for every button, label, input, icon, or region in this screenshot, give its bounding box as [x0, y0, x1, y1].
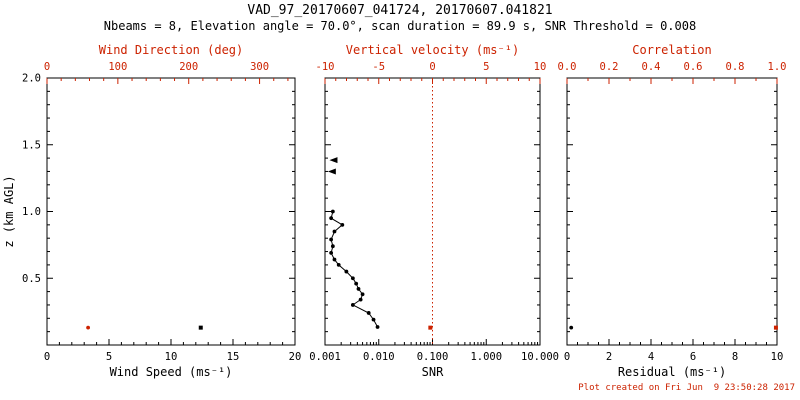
- data-point: [360, 292, 365, 297]
- data-point: [330, 244, 335, 249]
- data-point-square: [198, 325, 203, 330]
- top-tick-label: 0.8: [726, 61, 745, 73]
- top-tick-label: 200: [179, 61, 198, 73]
- series-snr-upper-gates: [327, 157, 338, 175]
- x-tick-label: 5: [106, 351, 112, 363]
- top-tick-label: 5: [483, 61, 489, 73]
- top-tick-label: 100: [108, 61, 127, 73]
- data-point: [332, 257, 337, 262]
- series-vertical-velocity: [428, 325, 433, 330]
- data-point-square: [428, 325, 433, 330]
- x-tick-label: 1.000: [470, 351, 502, 363]
- top-tick-label: 0.4: [642, 61, 661, 73]
- data-point: [356, 287, 361, 291]
- data-point: [366, 311, 371, 315]
- data-point: [332, 229, 337, 234]
- data-point: [329, 237, 334, 242]
- x-tick-label: 4: [648, 351, 654, 363]
- data-point: [330, 209, 335, 214]
- panel-snr: 0.001 0.010 0.100 1.000 10.000 SNR -10 -5 0 5 10 Ve…: [309, 43, 559, 379]
- x-tick-label: 20: [289, 351, 302, 363]
- x-tick-label: 0: [564, 351, 570, 363]
- top-tick-label: -10: [316, 61, 335, 73]
- x-tick-label: 0.100: [417, 351, 449, 363]
- data-point: [350, 276, 355, 281]
- series-correlation: [773, 325, 778, 330]
- series-snr-profile: [329, 209, 380, 329]
- top-tick-label: 0: [44, 61, 50, 73]
- x-tick-label: 6: [690, 351, 696, 363]
- top-axis-title: Vertical velocity (ms⁻¹): [346, 43, 519, 57]
- y-tick-label: 1.5: [22, 139, 41, 151]
- series-residual: [569, 325, 574, 330]
- top-axis-title: Wind Direction (deg): [99, 43, 244, 57]
- data-point: [358, 297, 363, 302]
- top-tick-label: -5: [372, 61, 385, 73]
- data-point: [354, 281, 359, 286]
- data-point-arrow: [327, 168, 336, 175]
- x-tick-label: 10.000: [521, 351, 559, 363]
- panel-residual: 0 2 4 6 8 10 Residual (ms⁻¹) 0.0 0.2 0.4 0.6 0.8 1.0…: [558, 43, 787, 379]
- x-tick-label: 0.010: [363, 351, 395, 363]
- x-tick-label: 15: [227, 351, 240, 363]
- plot-subtitle: Nbeams = 8, Elevation angle = 70.0°, sca…: [103, 19, 697, 33]
- x-tick-label: 8: [732, 351, 738, 363]
- x-axis-title: Wind Speed (ms⁻¹): [110, 365, 233, 379]
- top-tick-label: 0: [429, 61, 435, 73]
- x-tick-label: 10: [165, 351, 178, 363]
- plot-title: VAD_97_20170607_041724, 20170607.041821: [247, 3, 553, 18]
- y-axis-title: z (km AGL): [2, 175, 16, 247]
- top-tick-label: 0.6: [684, 61, 703, 73]
- data-point: [329, 250, 334, 255]
- series-wind-direction: [86, 325, 90, 330]
- data-point: [86, 325, 90, 330]
- data-point-arrow: [329, 157, 338, 164]
- data-point: [336, 263, 341, 267]
- data-point: [350, 303, 355, 307]
- top-tick-label: 0.2: [600, 61, 619, 73]
- data-point: [569, 325, 574, 330]
- top-axis-title: Correlation: [632, 43, 711, 57]
- top-tick-label: 10: [534, 61, 547, 73]
- data-point: [340, 222, 345, 227]
- y-tick-label: 0.5: [22, 273, 41, 285]
- x-tick-label: 2: [606, 351, 612, 363]
- y-tick-label: 2.0: [22, 73, 41, 85]
- data-point: [344, 269, 349, 274]
- x-axis-title: Residual (ms⁻¹): [618, 365, 726, 379]
- panel-wind: 0 5 10 15 20 Wind Speed (ms⁻¹) 0 100 200 300 Wind …: [2, 43, 301, 379]
- data-point: [375, 325, 380, 329]
- x-tick-label: 10: [771, 351, 784, 363]
- series-wind-speed: [198, 325, 203, 330]
- x-tick-label: 0.001: [309, 351, 341, 363]
- data-point: [371, 317, 376, 322]
- data-point-square: [773, 325, 778, 330]
- plot-created-timestamp: Plot created on Fri Jun 9 23:50:28 2017: [578, 383, 795, 393]
- x-tick-label: 0: [44, 351, 50, 363]
- x-axis-title: SNR: [422, 365, 444, 379]
- top-tick-label: 0.0: [558, 61, 577, 73]
- top-tick-label: 300: [250, 61, 269, 73]
- top-tick-label: 1.0: [768, 61, 787, 73]
- y-tick-label: 1.0: [22, 206, 41, 218]
- data-point: [329, 216, 334, 221]
